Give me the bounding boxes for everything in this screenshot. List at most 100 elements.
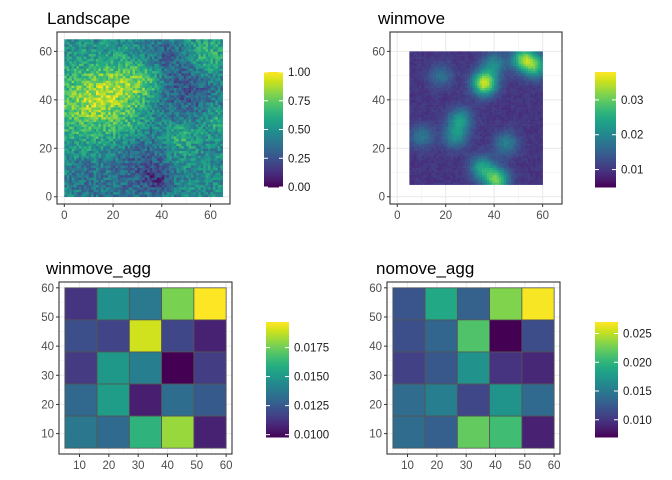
raster-cell — [421, 141, 425, 144]
raster-cell — [171, 75, 175, 79]
raster-cell — [205, 51, 209, 55]
raster-cell — [95, 116, 99, 120]
raster-cell — [171, 119, 175, 122]
raster-cell — [188, 61, 192, 64]
raster-cell — [208, 39, 211, 42]
raster-cell — [134, 39, 138, 42]
raster-cell — [134, 109, 138, 113]
raster-cell — [113, 41, 116, 45]
raster-cell — [188, 87, 192, 91]
raster-cell — [161, 63, 165, 67]
raster-cell — [205, 87, 209, 91]
raster-cell — [120, 160, 124, 164]
raster-cell — [210, 138, 214, 142]
raster-cell — [426, 157, 430, 161]
raster-cell — [416, 116, 420, 120]
raster-cell — [103, 160, 107, 164]
raster-cell — [188, 179, 192, 183]
raster-cell — [93, 148, 97, 152]
raster-cell — [164, 107, 167, 110]
raster-cell — [208, 109, 211, 113]
raster-cell — [208, 138, 211, 142]
raster-cell — [159, 90, 163, 93]
raster-cell — [433, 162, 437, 166]
raster-cell — [137, 157, 141, 161]
raster-cell — [208, 53, 211, 57]
raster-cell — [191, 61, 194, 64]
raster-cell — [212, 111, 216, 115]
raster-cell — [217, 189, 221, 193]
raster-cell — [83, 162, 87, 166]
raster-cell — [176, 189, 180, 193]
raster-cell — [117, 87, 121, 91]
raster-cell — [71, 44, 75, 47]
raster-cell — [95, 179, 99, 183]
raster-cell — [161, 174, 165, 178]
raster-cell — [103, 99, 107, 103]
raster-cell — [191, 41, 194, 45]
raster-cell — [130, 82, 133, 86]
raster-cell — [178, 131, 182, 135]
raster-cell — [115, 116, 119, 120]
raster-cell — [93, 153, 97, 156]
raster-cell — [414, 61, 417, 64]
raster-cell — [88, 39, 92, 42]
raster-cell — [139, 131, 143, 135]
raster-cell — [139, 68, 143, 72]
raster-cell — [125, 102, 128, 105]
raster-cell — [91, 143, 94, 147]
raster-cell — [419, 177, 422, 181]
raster-cell — [200, 111, 204, 115]
raster-cell — [169, 48, 172, 52]
raster-cell — [154, 61, 158, 64]
raster-cell — [66, 184, 70, 188]
raster-cell — [125, 80, 128, 84]
raster-cell — [122, 41, 126, 45]
raster-cell — [86, 119, 89, 122]
raster-cell — [100, 44, 104, 47]
raster-cell — [215, 41, 219, 45]
raster-cell — [169, 124, 172, 127]
raster-cell — [110, 174, 114, 178]
raster-cell — [122, 51, 126, 55]
raster-cell — [414, 119, 417, 122]
raster-cell — [205, 155, 209, 159]
raster-cell — [195, 143, 199, 147]
raster-cell — [115, 97, 119, 101]
raster-cell — [210, 58, 214, 62]
raster-cell — [95, 119, 99, 122]
raster-cell — [210, 172, 214, 176]
raster-cell — [203, 109, 206, 113]
raster-cell — [86, 126, 89, 130]
raster-cell — [69, 102, 72, 105]
raster-cell — [86, 111, 89, 115]
raster-cell — [81, 194, 85, 198]
raster-cell — [171, 41, 175, 45]
raster-cell — [152, 165, 155, 168]
raster-cell — [88, 73, 92, 76]
raster-cell — [115, 63, 119, 67]
raster-cell — [212, 44, 216, 47]
raster-cell — [66, 97, 70, 101]
raster-cell — [74, 104, 77, 108]
raster-cell — [91, 63, 94, 67]
raster-cell — [186, 48, 189, 52]
raster-cell — [433, 85, 437, 89]
raster-cell — [411, 87, 415, 91]
raster-cell — [152, 82, 155, 86]
raster-cell — [156, 162, 160, 166]
raster-cell — [113, 141, 116, 144]
raster-cell — [125, 177, 128, 181]
raster-cell — [117, 92, 121, 96]
raster-cell — [416, 160, 420, 164]
raster-cell — [127, 145, 131, 149]
raster-cell — [139, 75, 143, 79]
raster-cell — [137, 102, 141, 105]
colorbar-segment — [264, 141, 283, 144]
raster-cell — [208, 85, 211, 89]
raster-cell — [117, 172, 121, 176]
raster-cell — [200, 80, 204, 84]
raster-cell — [81, 82, 85, 86]
raster-cell — [178, 109, 182, 113]
